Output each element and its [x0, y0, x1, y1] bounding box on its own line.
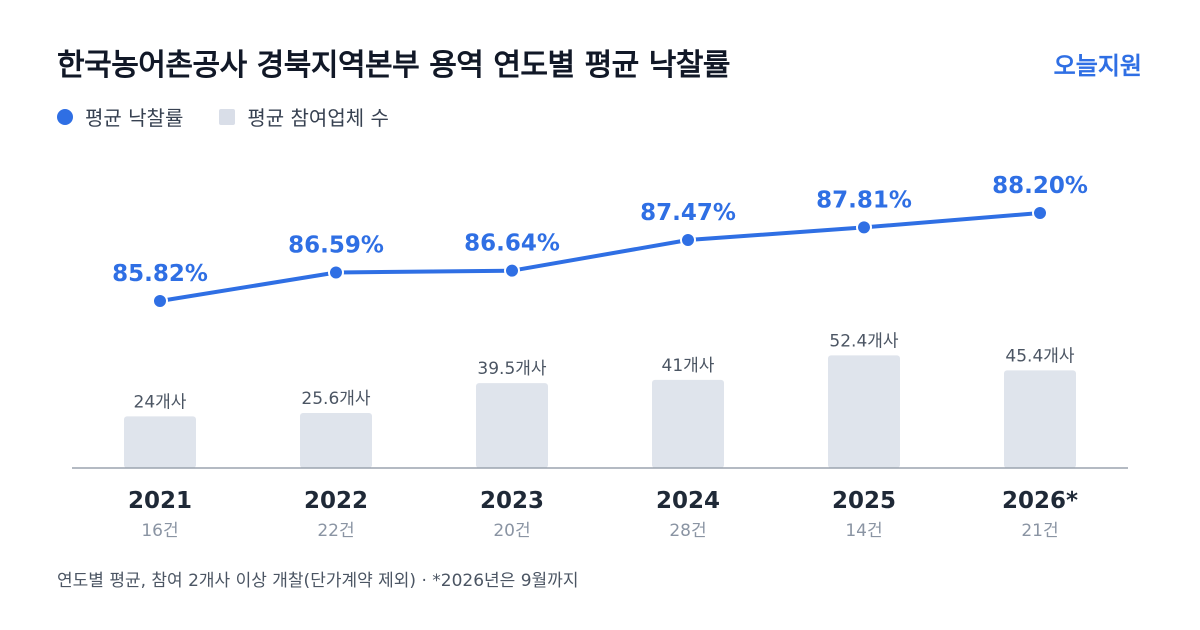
bar-label: 41개사 [662, 356, 715, 376]
x-tick-label: 2023 [480, 488, 544, 514]
rate-label: 86.59% [288, 233, 384, 259]
x-tick-label: 2026* [1002, 488, 1078, 514]
legend-label-rate: 평균 낙찰률 [85, 106, 184, 130]
bar [476, 383, 548, 468]
x-tick-label: 2022 [304, 488, 368, 514]
rate-point [152, 293, 168, 309]
bar [828, 355, 900, 468]
x-tick-label: 2025 [832, 488, 896, 514]
count-label: 22건 [317, 521, 354, 541]
rate-label: 85.82% [112, 261, 208, 287]
bar-label: 39.5개사 [477, 359, 546, 379]
count-label: 16건 [141, 521, 178, 541]
legend-label-bidders: 평균 참여업체 수 [247, 106, 389, 130]
count-label: 20건 [493, 521, 530, 541]
legend-item-rate: 평균 낙찰률 [57, 102, 183, 131]
bar-label: 24개사 [134, 392, 187, 412]
rate-line [158, 211, 1042, 303]
legend-dot-icon [57, 108, 73, 125]
bar [652, 379, 724, 468]
x-tick-label: 2021 [128, 488, 192, 514]
footnote: 연도별 평균, 참여 2개사 이상 개찰(단가계약 제외) · *2026년은 … [57, 571, 579, 591]
rate-label: 87.81% [816, 187, 912, 213]
x-tick-label: 2024 [656, 488, 720, 514]
bar-label: 25.6개사 [301, 389, 370, 409]
legend-item-bidders: 평균 참여업체 수 [219, 102, 389, 131]
bar-label: 45.4개사 [1005, 346, 1074, 366]
rate-label: 88.20% [992, 173, 1088, 199]
count-label: 14건 [845, 521, 882, 541]
rate-point [856, 219, 872, 236]
rate-point [504, 262, 520, 279]
bar [124, 416, 196, 468]
count-label: 21건 [1021, 521, 1058, 541]
bar [1004, 370, 1076, 468]
legend-square-icon [219, 108, 236, 125]
count-label: 28건 [669, 521, 706, 541]
bar-label: 52.4개사 [829, 331, 898, 351]
legend: 평균 낙찰률 평균 참여업체 수 [57, 102, 425, 131]
rate-point [1032, 205, 1048, 221]
rate-label: 86.64% [464, 231, 560, 257]
rate-point [680, 231, 696, 248]
bar [300, 412, 372, 468]
brand-logo[interactable]: 오늘지원 [1053, 52, 1142, 80]
rate-point [328, 264, 344, 281]
rate-label: 87.47% [640, 200, 736, 226]
chart-title: 한국농어촌공사 경북지역본부 용역 연도별 평균 낙찰률 [57, 48, 731, 83]
